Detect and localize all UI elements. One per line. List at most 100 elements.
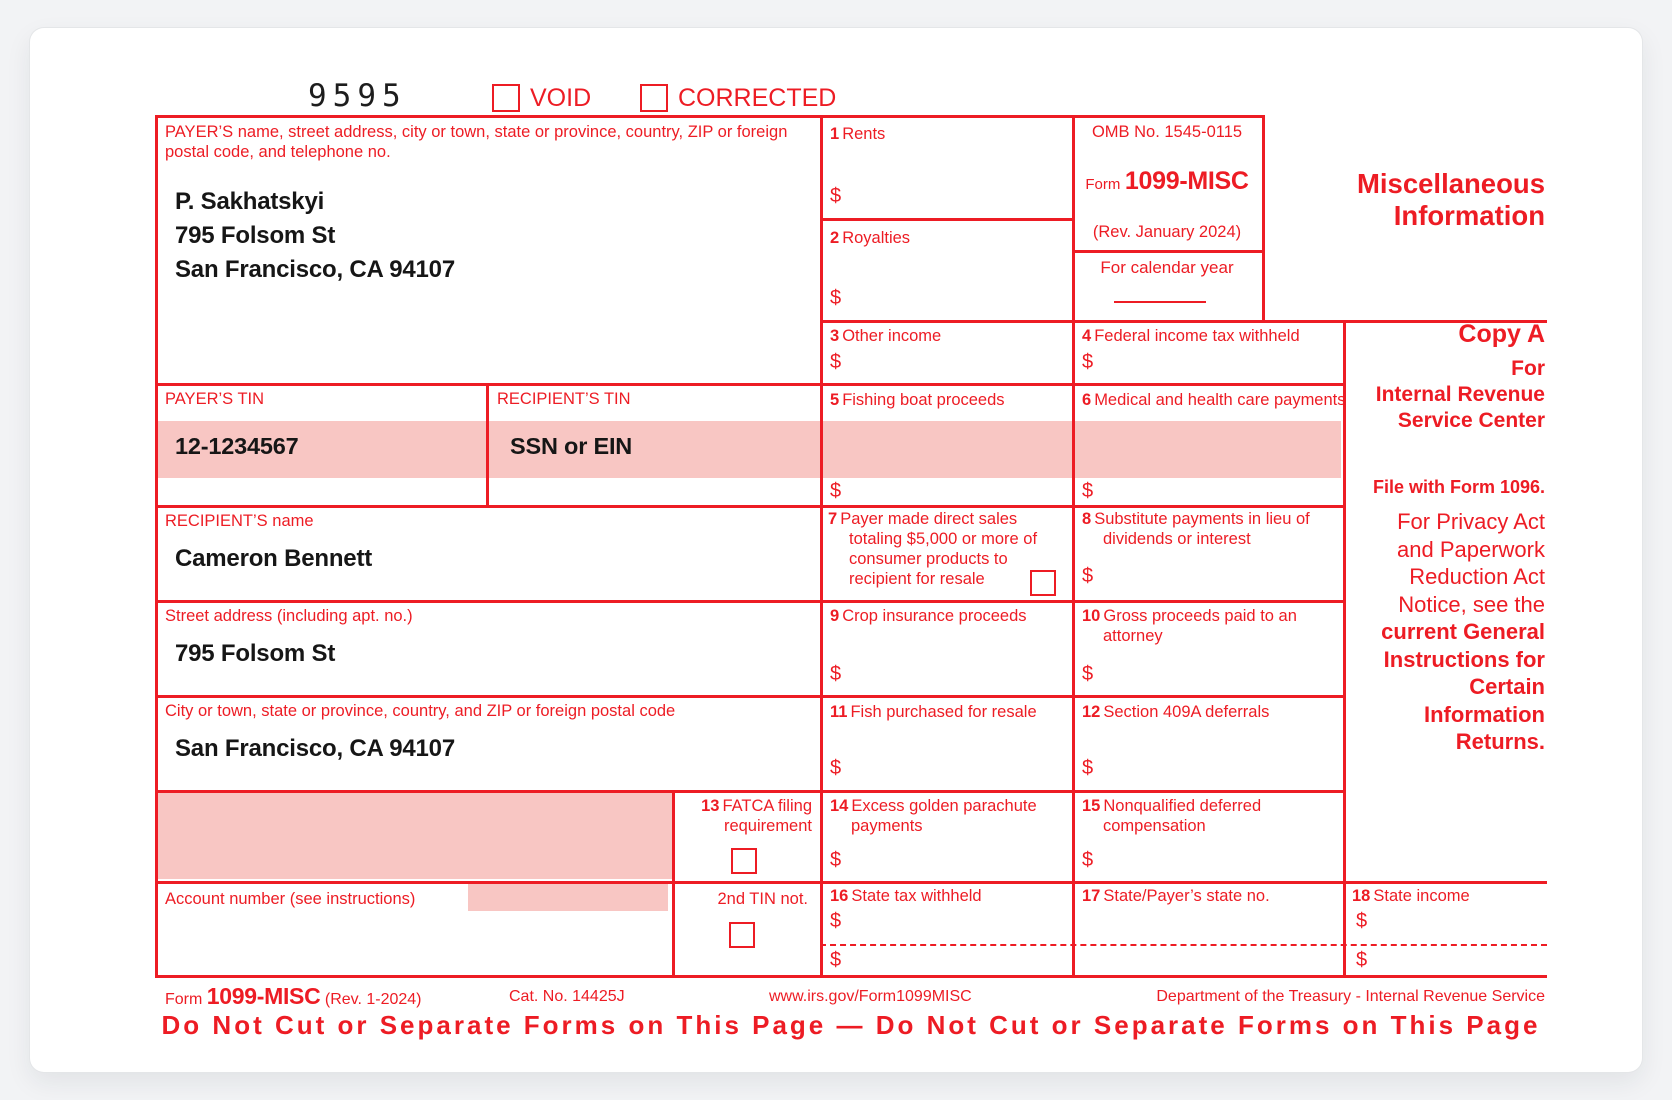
fatca-row-highlight-band bbox=[157, 792, 672, 879]
divider-line bbox=[155, 881, 1547, 884]
divider-line bbox=[155, 695, 1345, 698]
box17-label: 17 State/Payer’s state no. bbox=[1082, 887, 1270, 905]
divider-line bbox=[672, 790, 675, 977]
box14-dollar-sign: $ bbox=[830, 849, 842, 871]
copy-a-for-block: For Internal Revenue Service Center bbox=[1352, 356, 1545, 434]
box16-dollar-sign-bottom: $ bbox=[830, 949, 842, 971]
box14-number: 14 bbox=[830, 797, 849, 815]
payer-tin-label: PAYER’S TIN bbox=[165, 390, 265, 408]
box16-label: 16 State tax withheld bbox=[830, 887, 982, 905]
revision-label: (Rev. January 2024) bbox=[1092, 223, 1242, 241]
payer-address-block: P. Sakhatskyi 795 Folsom St San Francisc… bbox=[175, 185, 455, 287]
street-address-value: 795 Folsom St bbox=[175, 640, 336, 667]
box18-label: 18 State income bbox=[1352, 887, 1470, 905]
box4-dollar-sign: $ bbox=[1082, 351, 1094, 373]
tin-row-highlight-band bbox=[157, 421, 1341, 478]
divider-line bbox=[155, 115, 158, 977]
copy-a-for-line: For bbox=[1511, 357, 1545, 380]
box3-number: 3 bbox=[830, 327, 840, 345]
privacy-line: Instructions for bbox=[1383, 646, 1545, 672]
box10-dollar-sign: $ bbox=[1082, 663, 1094, 685]
box1-number: 1 bbox=[830, 125, 840, 143]
box1-dollar-sign: $ bbox=[830, 185, 842, 207]
box11-label: 11 Fish purchased for resale bbox=[830, 703, 1037, 721]
privacy-line: current General bbox=[1381, 619, 1545, 644]
divider-line bbox=[155, 505, 1345, 508]
box13-label: 13 FATCA filing requirement bbox=[701, 797, 812, 836]
corrected-label: CORRECTED bbox=[678, 84, 837, 112]
payer-name: P. Sakhatskyi bbox=[175, 188, 325, 215]
omb-number: OMB No. 1545-0115 bbox=[1091, 123, 1243, 141]
form-title: Miscellaneous Information bbox=[1357, 168, 1545, 232]
box3-label: 3 Other income bbox=[830, 327, 942, 345]
divider-line bbox=[1262, 115, 1265, 322]
payer-info-label: PAYER’S name, street address, city or to… bbox=[165, 123, 788, 162]
box1-label: 1 Rents bbox=[830, 125, 886, 143]
void-checkbox[interactable] bbox=[492, 84, 520, 112]
copy-a-for-line: Internal Revenue bbox=[1375, 383, 1545, 406]
box12-label: 12 Section 409A deferrals bbox=[1082, 703, 1270, 721]
box2-label: 2 Royalties bbox=[830, 229, 911, 247]
box6-number: 6 bbox=[1082, 391, 1092, 409]
second-tin-checkbox[interactable] bbox=[729, 922, 755, 948]
box6-dollar-sign: $ bbox=[1082, 480, 1094, 502]
treasury-department-line: Department of the Treasury - Internal Re… bbox=[1156, 988, 1545, 1005]
box10-number: 10 bbox=[1082, 607, 1101, 625]
recipient-name-value: Cameron Bennett bbox=[175, 545, 373, 572]
divider-line bbox=[155, 790, 1345, 793]
direct-sales-checkbox[interactable] bbox=[1030, 570, 1056, 596]
divider-line bbox=[820, 320, 1547, 323]
fatca-checkbox[interactable] bbox=[731, 848, 757, 874]
box11-number: 11 bbox=[830, 703, 848, 721]
box18-dollar-sign-top: $ bbox=[1356, 910, 1368, 932]
divider-line bbox=[1072, 115, 1075, 977]
recipient-tin-label: RECIPIENT’S TIN bbox=[497, 390, 631, 408]
box15-dollar-sign: $ bbox=[1082, 849, 1094, 871]
box4-number: 4 bbox=[1082, 327, 1092, 345]
box7-number: 7 bbox=[828, 510, 838, 528]
box2-dollar-sign: $ bbox=[830, 287, 842, 309]
payer-city: San Francisco, CA 94107 bbox=[175, 256, 455, 283]
box7-label: 7 Payer made direct sales totaling $5,000… bbox=[828, 510, 1038, 589]
privacy-line: Certain bbox=[1469, 674, 1545, 699]
payer-tin-value: 12-1234567 bbox=[175, 433, 299, 459]
footer-form-id: Form 1099-MISC (Rev. 1-2024) bbox=[165, 983, 422, 1010]
copy-a-title: Copy A bbox=[1458, 320, 1545, 348]
box17-number: 17 bbox=[1082, 887, 1101, 905]
copy-a-for-line: Service Center bbox=[1397, 409, 1545, 432]
privacy-line: Information bbox=[1424, 701, 1545, 727]
calendar-year-label: For calendar year bbox=[1100, 258, 1234, 277]
divider-line bbox=[820, 115, 823, 977]
divider-line bbox=[155, 600, 1345, 603]
box18-number: 18 bbox=[1352, 887, 1371, 905]
divider-line bbox=[820, 218, 1074, 221]
file-with-form-note: File with Form 1096. bbox=[1372, 477, 1545, 497]
footer-form-number: 1099-MISC bbox=[206, 983, 321, 1009]
box12-dollar-sign: $ bbox=[1082, 757, 1094, 779]
box8-number: 8 bbox=[1082, 510, 1092, 528]
box13-number: 13 bbox=[701, 797, 720, 815]
corrected-checkbox[interactable] bbox=[640, 84, 668, 112]
form-page-card bbox=[30, 28, 1642, 1072]
state-row-dashed-divider bbox=[820, 944, 1547, 946]
divider-line bbox=[155, 383, 1345, 386]
form-word: Form bbox=[1085, 176, 1121, 193]
footer-revision: (Rev. 1-2024) bbox=[324, 991, 422, 1008]
account-number-highlight-band bbox=[468, 884, 668, 911]
divider-line bbox=[1343, 320, 1346, 977]
do-not-cut-warning: Do Not Cut or Separate Forms on This Pag… bbox=[161, 1010, 1541, 1040]
box16-dollar-sign-top: $ bbox=[830, 910, 842, 932]
box10-label: 10 Gross proceeds paid to an attorney bbox=[1082, 607, 1297, 646]
divider-line bbox=[486, 383, 489, 505]
box9-dollar-sign: $ bbox=[830, 663, 842, 685]
box11-dollar-sign: $ bbox=[830, 757, 842, 779]
calendar-year-blank-line bbox=[1114, 301, 1206, 303]
divider-line bbox=[1072, 250, 1264, 253]
box15-label: 15 Nonqualified deferred compensation bbox=[1082, 797, 1262, 836]
box6-label: 6 Medical and health care payments bbox=[1082, 391, 1346, 409]
box5-number: 5 bbox=[830, 391, 840, 409]
form-number-line: Form 1099-MISC bbox=[1076, 166, 1258, 197]
print-code: 9595 bbox=[308, 78, 407, 114]
box9-label: 9 Crop insurance proceeds bbox=[830, 607, 1027, 625]
